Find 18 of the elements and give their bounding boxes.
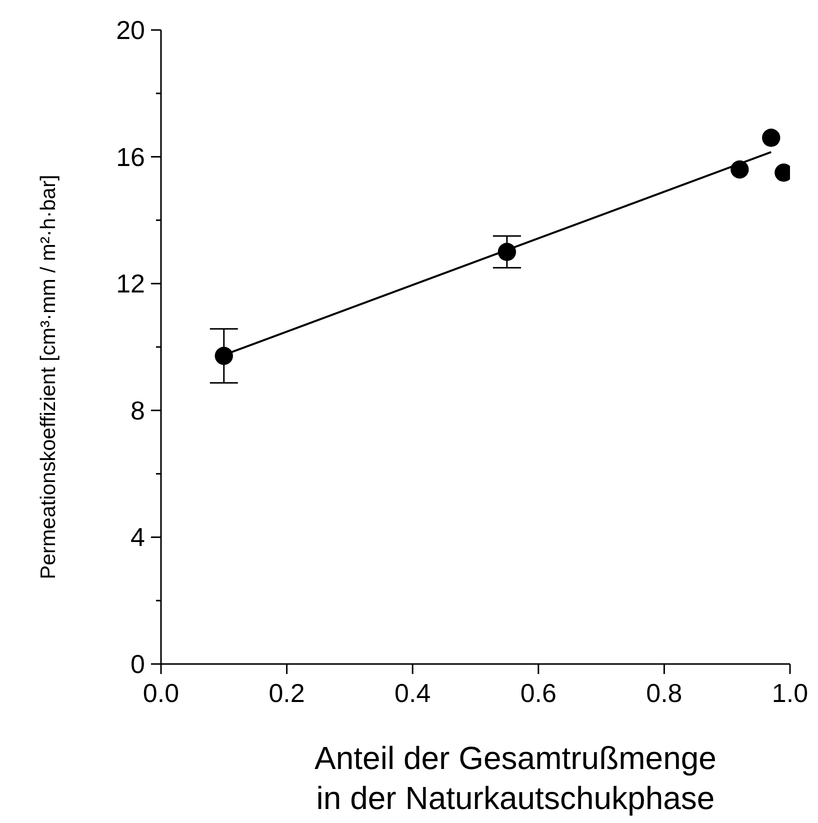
- point: [730, 160, 749, 179]
- x-tick-label: 0.2: [268, 678, 305, 708]
- y-tick-label: 16: [116, 142, 145, 172]
- x-tick-label: 1.0: [772, 678, 808, 708]
- x-tick-label: 0.8: [646, 678, 682, 708]
- x-tick-label: 0.4: [394, 678, 431, 708]
- y-tick-label: 0: [130, 649, 145, 679]
- y-tick-label: 12: [116, 268, 145, 299]
- x-tick-label: 0.0: [142, 678, 180, 708]
- y-tick-label: 4: [130, 522, 145, 552]
- point: [498, 242, 516, 261]
- y-tick-label: 20: [116, 15, 145, 45]
- y-tick-label: 8: [130, 395, 145, 426]
- x-axis-title: Anteil der Gesamtrußmenge in der Naturkautschukphase: [314, 740, 716, 816]
- point: [762, 128, 780, 147]
- x-tick-label: 0.6: [520, 678, 556, 708]
- y-axis-title: Permeationskoeffizient [cm³·mm / m²·h·bar]: [37, 174, 60, 580]
- point: [214, 346, 233, 365]
